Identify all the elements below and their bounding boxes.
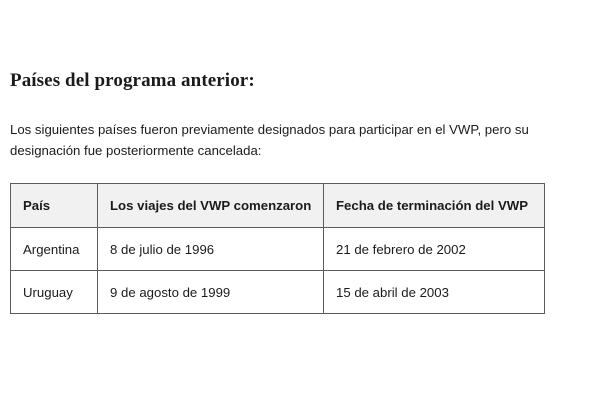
column-header-country: País bbox=[10, 183, 98, 228]
table-row: Argentina 8 de julio de 1996 21 de febre… bbox=[10, 227, 545, 271]
cell-termination-date: 21 de febrero de 2002 bbox=[323, 227, 545, 271]
section-heading: Países del programa anterior: bbox=[10, 70, 255, 91]
cell-country: Uruguay bbox=[10, 270, 98, 314]
column-header-travel-began: Los viajes del VWP comenzaron bbox=[97, 183, 324, 228]
cell-travel-began: 8 de julio de 1996 bbox=[97, 227, 324, 271]
table-body: Argentina 8 de julio de 1996 21 de febre… bbox=[10, 227, 545, 314]
table-header: País Los viajes del VWP comenzaron Fecha… bbox=[10, 183, 545, 228]
former-countries-table: País Los viajes del VWP comenzaron Fecha… bbox=[10, 183, 545, 314]
cell-termination-date: 15 de abril de 2003 bbox=[323, 270, 545, 314]
table-header-row: País Los viajes del VWP comenzaron Fecha… bbox=[10, 183, 545, 228]
table-row: Uruguay 9 de agosto de 1999 15 de abril … bbox=[10, 270, 545, 314]
intro-paragraph: Los siguientes países fueron previamente… bbox=[10, 122, 529, 158]
column-header-termination-date: Fecha de terminación del VWP bbox=[323, 183, 545, 228]
cell-travel-began: 9 de agosto de 1999 bbox=[97, 270, 324, 314]
cell-country: Argentina bbox=[10, 227, 98, 271]
